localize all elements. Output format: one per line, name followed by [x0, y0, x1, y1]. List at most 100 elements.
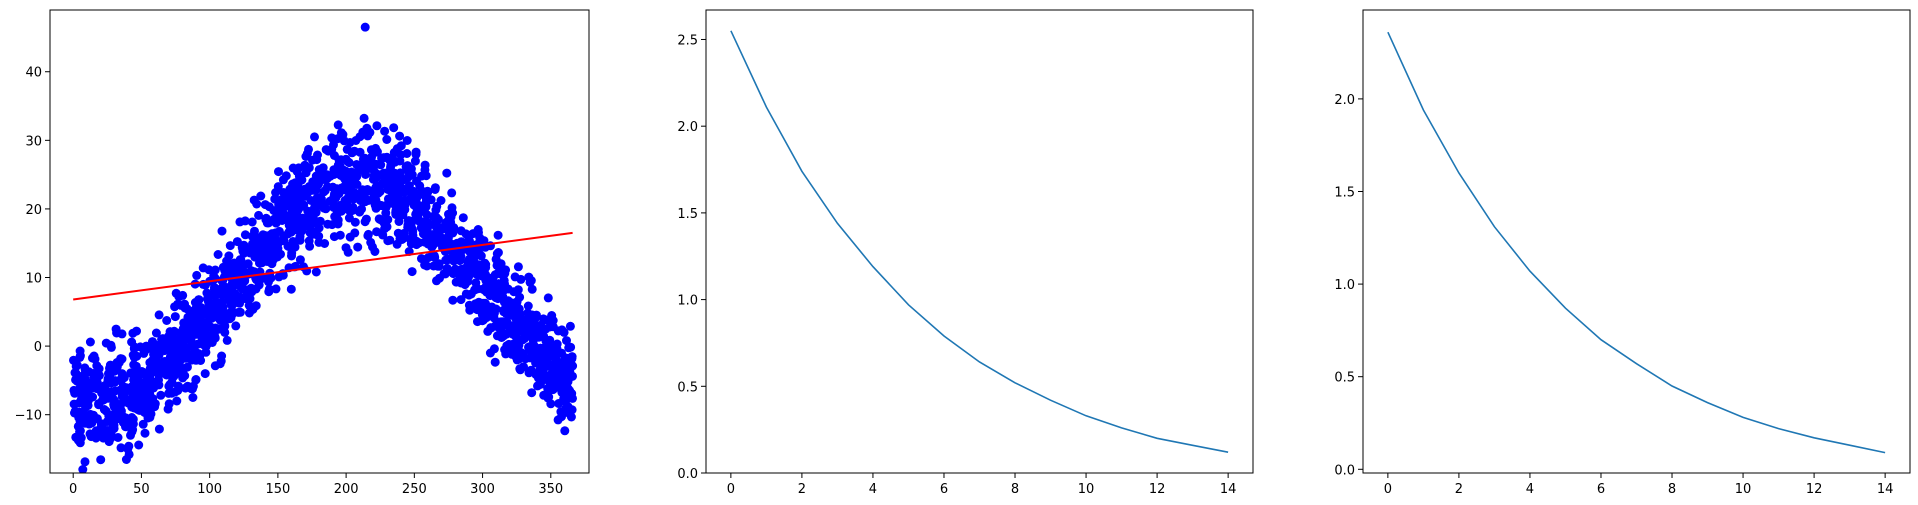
scatter-point	[267, 242, 277, 252]
scatter-point	[247, 217, 257, 227]
scatter-point	[377, 201, 387, 211]
scatter-point	[510, 272, 520, 282]
scatter-point	[327, 220, 337, 230]
scatter-point	[149, 354, 159, 364]
scatter-point	[461, 229, 471, 239]
scatter-point	[557, 325, 567, 335]
scatter-point	[538, 365, 548, 375]
scatter-point	[361, 170, 370, 179]
scatter-point	[375, 187, 385, 197]
scatter-point	[75, 351, 85, 361]
scatter-point	[202, 331, 211, 341]
scatter-point	[76, 386, 86, 396]
scatter-point	[464, 269, 474, 279]
scatter-point	[432, 229, 442, 238]
scatter-point	[304, 211, 314, 221]
scatter-point	[495, 291, 505, 301]
scatter-point	[81, 395, 91, 404]
scatter-point	[264, 287, 274, 297]
scatter-point	[534, 373, 543, 383]
y-tick-label: 40	[25, 66, 42, 81]
scatter-point	[70, 408, 79, 418]
scatter-point	[358, 127, 368, 137]
x-tick-label: 8	[1668, 482, 1676, 497]
scatter-point	[489, 308, 499, 318]
scatter-point	[412, 240, 421, 250]
scatter-point	[183, 381, 193, 391]
x-tick-label: 150	[265, 482, 290, 497]
scatter-point	[232, 237, 242, 247]
scatter-point	[350, 228, 360, 238]
scatter-point	[155, 347, 165, 357]
scatter-point	[118, 372, 128, 382]
scatter-point	[240, 216, 250, 226]
scatter-point	[316, 166, 326, 176]
scatter-point	[149, 383, 159, 393]
scatter-point	[157, 337, 167, 347]
y-tick-label: −10	[15, 409, 42, 424]
scatter-point	[227, 282, 237, 292]
scatter-point	[274, 272, 284, 282]
scatter-point	[473, 317, 482, 327]
scatter-point	[412, 205, 422, 215]
scatter-point	[295, 234, 305, 243]
scatter-point	[443, 255, 453, 265]
scatter-point	[88, 353, 97, 363]
scatter-point	[560, 426, 570, 436]
scatter-point	[471, 278, 481, 288]
scatter-point	[210, 361, 220, 371]
scatter-point	[516, 347, 526, 357]
axes-frame	[49, 9, 590, 474]
scatter-point	[448, 295, 458, 305]
scatter-point	[170, 312, 180, 322]
x-tick-label: 0	[727, 482, 735, 497]
scatter-point	[302, 165, 311, 175]
scatter-point	[195, 310, 205, 320]
scatter-point	[499, 307, 509, 317]
scatter-point	[421, 171, 431, 181]
scatter-point	[270, 231, 280, 241]
scatter-point	[335, 230, 345, 240]
scatter-point	[565, 321, 575, 331]
scatter-point	[228, 300, 237, 310]
scatter-point	[73, 435, 83, 445]
scatter-point	[363, 229, 373, 239]
scatter-point	[515, 364, 525, 374]
x-tick-label: 250	[402, 482, 427, 497]
scatter-point	[181, 346, 191, 356]
scatter-point	[151, 328, 161, 338]
scatter-point	[124, 449, 134, 459]
scatter-point	[126, 368, 136, 378]
scatter-point	[78, 465, 88, 473]
scatter-point	[116, 443, 126, 453]
scatter-point	[206, 306, 216, 316]
scatter-point	[85, 337, 95, 347]
scatter-point	[496, 328, 505, 338]
scatter-point	[373, 170, 383, 179]
scatter-point	[249, 195, 259, 205]
scatter-point	[545, 322, 555, 332]
scatter-point	[210, 274, 219, 284]
scatter-point	[231, 321, 241, 331]
scatter-point	[311, 185, 321, 195]
scatter-point	[422, 225, 432, 235]
scatter-point	[173, 354, 183, 364]
scatter-point	[121, 383, 131, 393]
scatter-point	[399, 197, 408, 207]
scatter-point	[162, 316, 172, 325]
scatter-point	[80, 365, 90, 375]
scatter-point	[257, 258, 267, 268]
y-tick-label: 0.0	[1334, 463, 1355, 478]
fit-line	[73, 231, 573, 301]
scatter-point	[423, 239, 433, 249]
x-tick-label: 2	[798, 482, 806, 497]
scatter-point	[426, 195, 436, 205]
scatter-point	[314, 223, 324, 233]
x-tick-label: 100	[197, 482, 222, 497]
scatter-point	[139, 369, 149, 379]
x-tick-label: 6	[940, 482, 948, 497]
scatter-point	[524, 368, 534, 378]
scatter-point	[477, 267, 487, 277]
scatter-point	[191, 303, 201, 313]
